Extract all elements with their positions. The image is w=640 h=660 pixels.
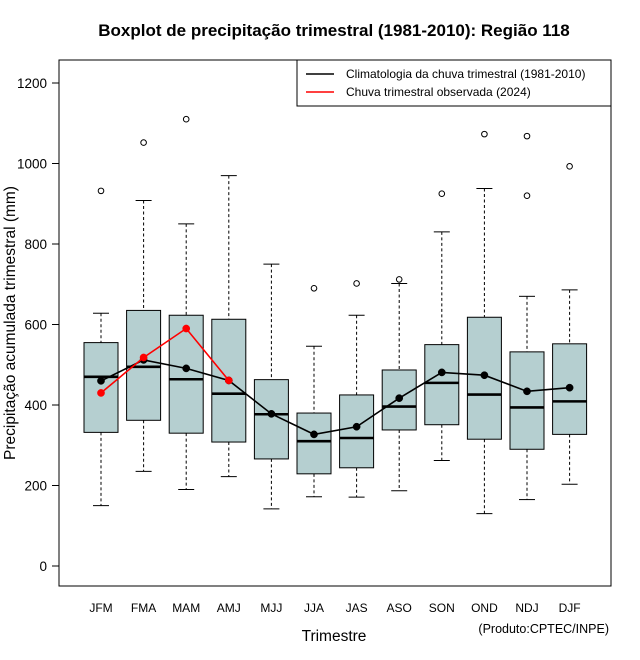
box-jfm [83, 187, 119, 507]
box-jja [296, 284, 332, 498]
series-point [97, 377, 105, 385]
outlier-point [353, 280, 360, 287]
box-mam [168, 115, 204, 491]
series-point [437, 368, 446, 377]
x-tick-label: JJA [304, 601, 324, 615]
x-tick-label: OND [471, 601, 498, 615]
box-djf [552, 163, 588, 485]
iqr-box [168, 314, 204, 434]
series-line [100, 327, 230, 394]
iqr-box [296, 412, 332, 475]
outlier-point [182, 115, 190, 123]
x-tick-label: JAS [346, 601, 368, 615]
x-tick-label: ASO [387, 601, 412, 615]
y-tick-label: 600 [24, 318, 47, 333]
series-point [310, 430, 318, 439]
box-aso [381, 276, 417, 492]
box-fma [126, 139, 162, 472]
x-tick-label: SON [429, 601, 455, 615]
box-jas [339, 280, 375, 498]
y-tick-label: 1000 [17, 157, 47, 172]
box-ndj [509, 132, 545, 501]
y-axis: 0 200 400 600 800 1000 1200 [17, 76, 59, 574]
iqr-box [83, 342, 119, 433]
outlier-point [523, 132, 531, 140]
x-tick-label: NDJ [515, 601, 538, 615]
x-axis-title: Trimestre [302, 628, 367, 645]
outlier-point [395, 276, 403, 283]
series-point [224, 376, 233, 385]
y-tick-label: 800 [24, 237, 47, 252]
outlier-point [140, 139, 147, 146]
legend-box [296, 59, 612, 107]
series-point [139, 353, 148, 362]
box-ond [466, 130, 502, 515]
outlier-point [310, 284, 318, 292]
iqr-box [339, 394, 375, 469]
box-son [424, 190, 460, 462]
y-tick-label: 1200 [17, 76, 47, 91]
chart-title: Boxplot de precipitação trimestral (1981… [98, 21, 569, 40]
series-point [267, 410, 276, 418]
legend-label-observed: Chuva trimestral observada (2024) [346, 85, 531, 99]
x-axis: JFM FMA MAM AMJ MJJ JJA JAS ASO SON OND NDJ DJF [89, 601, 580, 615]
boxes-layer [83, 115, 588, 515]
series-point [182, 324, 191, 333]
climatology-series [97, 356, 574, 439]
series-point [480, 371, 489, 380]
outlier-point [481, 130, 488, 138]
outlier-point [566, 163, 573, 170]
outlier-point [438, 190, 446, 197]
legend-label-climatology: Climatologia da chuva trimestral (1981-2… [346, 67, 585, 81]
product-credit: (Produto:CPTEC/INPE) [478, 622, 609, 636]
x-tick-label: MJJ [260, 601, 282, 615]
iqr-box [424, 344, 460, 426]
x-tick-label: MAM [172, 601, 200, 615]
series-line [100, 359, 570, 436]
y-tick-label: 400 [24, 398, 47, 413]
box-mjj [253, 263, 289, 510]
series-point [523, 387, 531, 396]
x-tick-label: FMA [131, 601, 156, 615]
series-point [395, 394, 404, 403]
series-point [182, 364, 191, 373]
box-amj [211, 175, 247, 478]
x-tick-label: AMJ [217, 601, 241, 615]
iqr-box [509, 351, 545, 450]
x-tick-label: JFM [89, 601, 112, 615]
series-point [565, 383, 574, 392]
y-tick-label: 200 [24, 479, 47, 494]
outlier-point [523, 192, 531, 199]
outlier-point [97, 187, 105, 195]
x-tick-label: DJF [559, 601, 581, 615]
series-point [97, 389, 105, 397]
y-axis-title: Precipitação acumulada trimestral (mm) [2, 186, 19, 460]
legend: Climatologia da chuva trimestral (1981-2… [296, 59, 612, 107]
observed-series [97, 324, 233, 397]
series-layer [97, 324, 574, 439]
y-tick-label: 0 [39, 559, 47, 574]
series-point [352, 422, 361, 431]
